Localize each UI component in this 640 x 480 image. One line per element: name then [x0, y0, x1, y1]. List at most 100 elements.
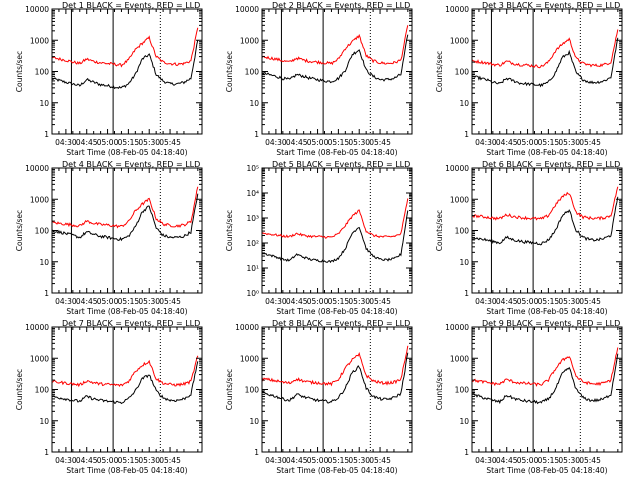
x-axis-label: Start Time (08-Feb-05 04:18:40)	[486, 466, 607, 475]
x-axis-label: Start Time (08-Feb-05 04:18:40)	[276, 307, 397, 316]
y-tick-label: 10000	[445, 5, 469, 14]
x-tick-label: 05:15	[328, 138, 350, 147]
y-tick-label: 100	[245, 68, 260, 77]
x-tick-label: 05:00	[517, 297, 539, 306]
chart-title: Det 5 BLACK = Events, RED = LLD	[272, 160, 410, 169]
y-tick-label: 100	[455, 68, 470, 77]
lld-series-line	[51, 186, 199, 229]
x-tick-label: 05:45	[159, 456, 181, 465]
chart-title: Det 8 BLACK = Events, RED = LLD	[272, 319, 410, 328]
y-tick-label: 10000	[445, 164, 469, 173]
plot-frame	[51, 326, 203, 453]
y-tick-label: 100	[35, 68, 50, 77]
x-tick-label: 05:15	[538, 297, 560, 306]
x-tick-label: 04:30	[55, 297, 77, 306]
y-axis-label: Counts/sec	[225, 51, 234, 92]
x-tick-label: 05:00	[307, 456, 329, 465]
x-tick-label: 04:45	[286, 297, 308, 306]
x-tick-label: 04:45	[76, 297, 98, 306]
events-series-line	[261, 34, 409, 84]
lld-series-line	[51, 27, 199, 68]
plot-frame	[261, 167, 413, 294]
events-series-line	[471, 37, 619, 88]
chart-title: Det 2 BLACK = Events, RED = LLD	[272, 1, 410, 10]
x-tick-label: 05:00	[97, 138, 119, 147]
y-tick-label: 10	[39, 258, 49, 267]
x-tick-label: 05:15	[538, 138, 560, 147]
chart-panel-4: 1 10 100 1000 10000 04:30 04:45 05:00 05:15 05:30…	[15, 160, 203, 316]
lld-series-line	[471, 347, 619, 387]
x-tick-label: 04:30	[265, 456, 287, 465]
y-axis-label: Counts/sec	[15, 369, 24, 410]
y-axis-label: Counts/sec	[15, 51, 24, 92]
x-tick-label: 04:30	[55, 138, 77, 147]
lld-series-line	[261, 198, 409, 239]
x-tick-label: 04:45	[76, 138, 98, 147]
chart-panel-3: 1 10 100 1000 10000 04:30 04:45 05:00 05:15 05:30…	[435, 1, 623, 157]
events-series-line	[471, 353, 619, 405]
plot-frame	[471, 326, 623, 453]
x-tick-label: 04:30	[475, 456, 497, 465]
chart-title: Det 4 BLACK = Events, RED = LLD	[62, 160, 200, 169]
y-tick-label: 1000	[240, 354, 259, 363]
x-tick-label: 05:30	[558, 297, 580, 306]
x-tick-label: 04:45	[76, 456, 98, 465]
x-tick-label: 05:30	[138, 297, 160, 306]
x-tick-label: 05:15	[118, 456, 140, 465]
chart-title: Det 1 BLACK = Events, RED = LLD	[62, 1, 200, 10]
y-tick-label: 100	[245, 386, 260, 395]
y-tick-label: 10	[459, 417, 469, 426]
chart-panel-8: 1 10 100 1000 10000 04:30 04:45 05:00 05:15 05:30…	[225, 319, 413, 475]
y-tick-label: 1	[464, 289, 469, 298]
x-tick-label: 04:30	[265, 138, 287, 147]
events-series-line	[51, 193, 199, 242]
plot-frame	[51, 167, 203, 294]
x-axis-label: Start Time (08-Feb-05 04:18:40)	[276, 148, 397, 157]
x-tick-label: 04:45	[496, 297, 518, 306]
y-axis-label: Counts/sec	[435, 369, 444, 410]
x-tick-label: 04:30	[475, 297, 497, 306]
x-axis-label: Start Time (08-Feb-05 04:18:40)	[276, 466, 397, 475]
y-tick-label: 100	[35, 386, 50, 395]
x-tick-label: 05:00	[307, 297, 329, 306]
x-tick-label: 04:45	[286, 138, 308, 147]
events-series-line	[261, 352, 409, 404]
x-axis-label: Start Time (08-Feb-05 04:18:40)	[486, 307, 607, 316]
lld-series-line	[471, 29, 619, 69]
y-tick-label: 10²	[246, 239, 259, 248]
y-tick-label: 10⁵	[246, 164, 259, 173]
x-tick-label: 05:30	[348, 456, 370, 465]
x-tick-label: 04:30	[475, 138, 497, 147]
plot-frame	[51, 8, 203, 135]
x-tick-label: 05:45	[159, 297, 181, 306]
x-tick-label: 05:30	[138, 138, 160, 147]
y-tick-label: 100	[455, 386, 470, 395]
x-tick-label: 04:30	[55, 456, 77, 465]
x-tick-label: 05:45	[579, 297, 601, 306]
x-tick-label: 05:45	[369, 456, 391, 465]
y-tick-label: 1000	[30, 36, 49, 45]
chart-title: Det 9 BLACK = Events, RED = LLD	[482, 319, 620, 328]
y-tick-label: 1	[464, 448, 469, 457]
x-axis-label: Start Time (08-Feb-05 04:18:40)	[66, 307, 187, 316]
y-tick-label: 1	[44, 448, 49, 457]
y-tick-label: 10000	[25, 5, 49, 14]
x-tick-label: 05:00	[307, 138, 329, 147]
x-tick-label: 05:45	[369, 138, 391, 147]
y-tick-label: 10	[39, 417, 49, 426]
x-tick-label: 05:30	[558, 456, 580, 465]
chart-title: Det 6 BLACK = Events, RED = LLD	[482, 160, 620, 169]
y-tick-label: 10000	[235, 323, 259, 332]
y-tick-label: 10	[459, 99, 469, 108]
x-tick-label: 05:30	[558, 138, 580, 147]
x-tick-label: 05:45	[579, 456, 601, 465]
y-tick-label: 1000	[450, 354, 469, 363]
y-tick-label: 10000	[445, 323, 469, 332]
x-tick-label: 05:15	[328, 456, 350, 465]
events-series-line	[51, 40, 199, 90]
y-tick-label: 10³	[246, 214, 259, 223]
x-tick-label: 05:15	[538, 456, 560, 465]
y-tick-label: 10	[39, 99, 49, 108]
y-tick-label: 1	[44, 289, 49, 298]
